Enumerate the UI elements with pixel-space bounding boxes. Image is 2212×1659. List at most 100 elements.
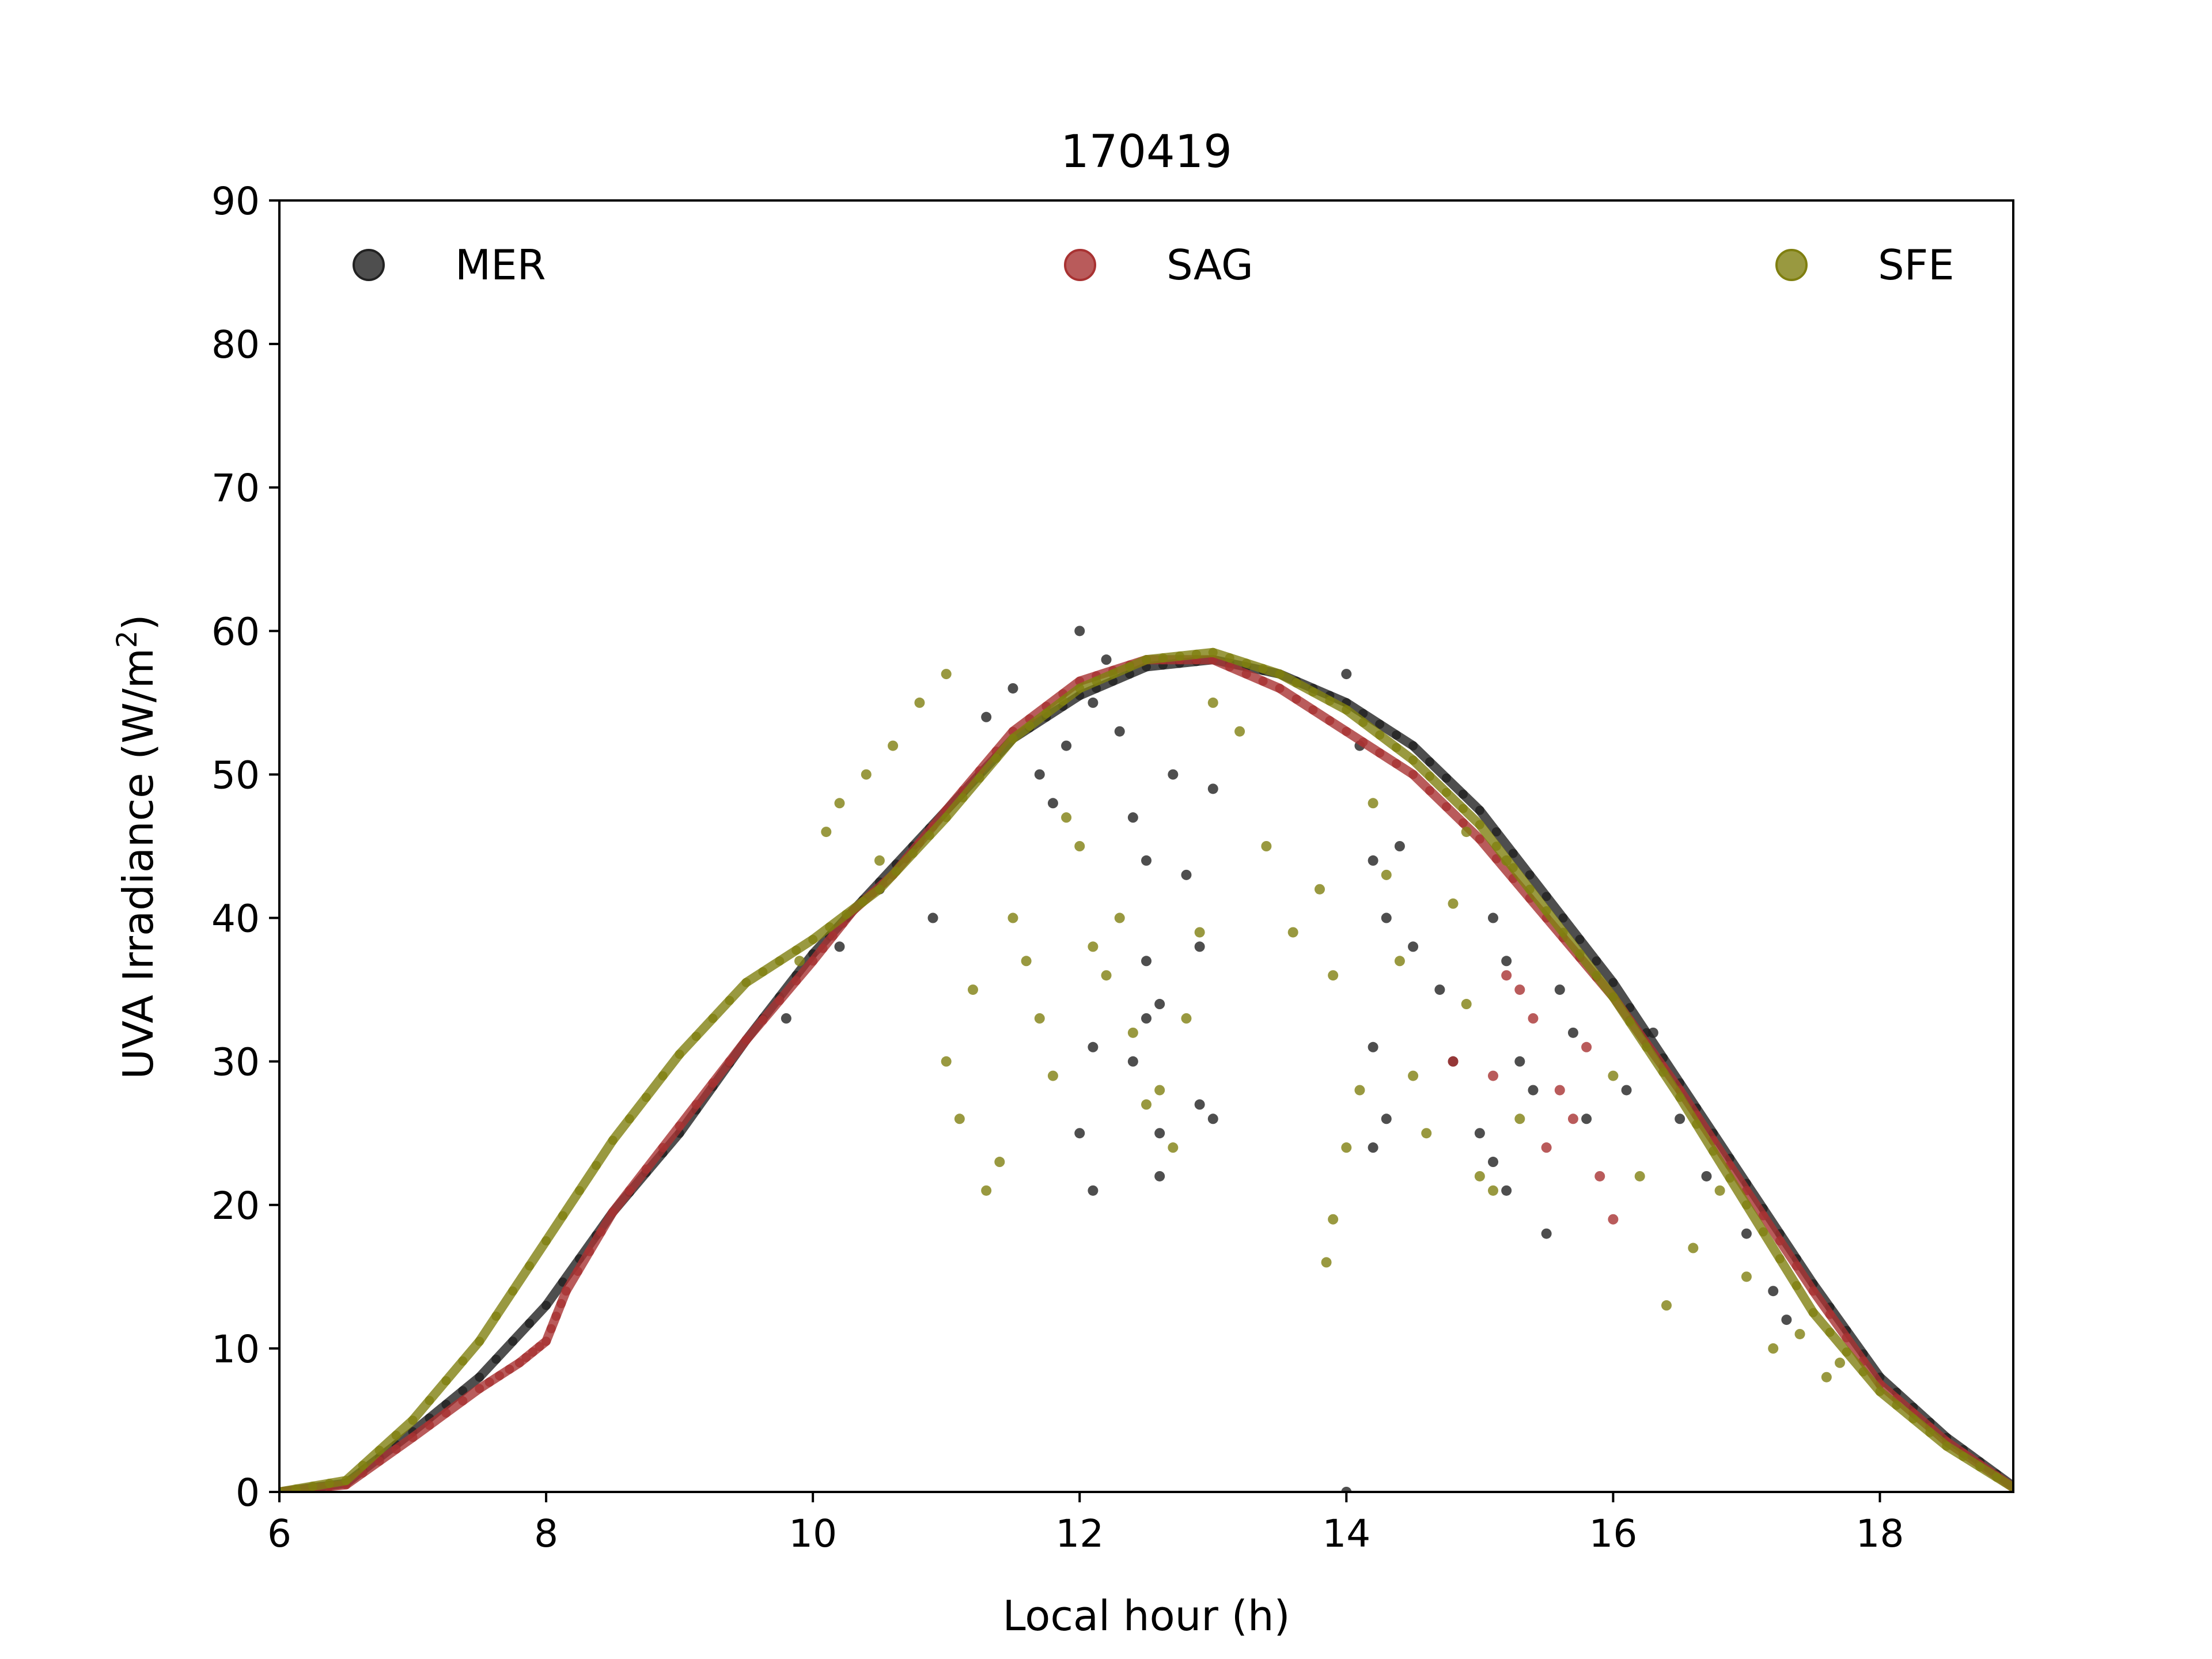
series-sag-point [708, 1078, 718, 1088]
series-sfe-point [821, 827, 832, 838]
series-sfe-point [1875, 1387, 1885, 1396]
series-sag-point [551, 1311, 561, 1321]
series-sfe-point [308, 1482, 317, 1491]
series-sfe-point [458, 1356, 468, 1366]
series-sfe-point [1154, 1085, 1165, 1096]
series-mer-point [1434, 984, 1445, 995]
series-mer-point [1508, 849, 1518, 858]
series-sag-point [641, 1164, 651, 1174]
series-sfe-point [1892, 1400, 1902, 1410]
series-sfe-point [1074, 841, 1085, 851]
series-sfe-point [874, 884, 884, 894]
series-sfe-point [941, 1056, 952, 1067]
series-sfe-point [541, 1236, 551, 1246]
series-mer-point [927, 912, 938, 923]
series-mer-point [491, 1354, 501, 1364]
series-sfe-point [391, 1430, 401, 1440]
series-sag-point [1358, 737, 1368, 747]
series-mer-point [1181, 869, 1192, 880]
series-sag-point [675, 1121, 684, 1131]
series-sfe-point [1041, 709, 1051, 718]
series-mer-point [1525, 870, 1535, 880]
series-sag-point [1342, 726, 1351, 736]
series-sag-point [1808, 1286, 1818, 1296]
series-mer-point [1781, 1315, 1792, 1325]
series-sfe-point [1488, 1185, 1498, 1196]
y-tick-label: 50 [211, 753, 260, 797]
series-sag-point [1275, 683, 1285, 693]
series-sfe-point [1141, 1099, 1152, 1110]
plot-frame [278, 199, 2014, 1493]
y-axis-label: UVA Irradiance (W/m2) [111, 614, 162, 1079]
series-sfe-point [1592, 971, 1601, 980]
series-sag-point [1608, 1214, 1619, 1225]
series-sfe-point [1375, 730, 1385, 740]
series-mer-point [1141, 1013, 1152, 1024]
series-mer-point [1127, 812, 1138, 823]
series-mer-point [1141, 956, 1152, 967]
series-sfe-point [975, 773, 984, 783]
series-sfe-point [624, 1114, 634, 1124]
series-sfe-point [408, 1415, 418, 1425]
x-tick-label: 18 [1855, 1512, 1904, 1556]
series-mer-point [1581, 1113, 1592, 1124]
series-mer-point [1381, 1113, 1392, 1124]
series-sag-point [1441, 802, 1451, 812]
series-sfe-point [1261, 841, 1272, 851]
series-sfe-point [1007, 912, 1018, 923]
series-sag-point [624, 1185, 634, 1195]
series-sfe-point [1458, 804, 1468, 813]
series-mer-point [1575, 934, 1585, 944]
series-sag-point [441, 1408, 451, 1418]
series-sag-point [1291, 694, 1301, 704]
x-axis: 6 8 10 12 14 16 18 [267, 1492, 1904, 1556]
series-sag-point [1375, 748, 1385, 758]
series-sfe-point [1908, 1414, 1918, 1423]
series-mer-point [1501, 956, 1512, 967]
series-sag-point [408, 1433, 418, 1442]
series-mer-point [1074, 626, 1085, 637]
series-sag-point [585, 1247, 594, 1256]
series-mer-point [1528, 1085, 1539, 1096]
series-sfe-point [1308, 687, 1318, 697]
series-mer-point [1491, 827, 1501, 837]
x-tick-label: 16 [1589, 1512, 1637, 1556]
series-sfe-point [1088, 941, 1099, 952]
series-sfe-point [1775, 1254, 1785, 1264]
y-tick-label: 80 [211, 323, 260, 367]
series-sag-point [1791, 1261, 1801, 1271]
series-sfe-point [1194, 927, 1205, 938]
series-mer-point [781, 1013, 791, 1024]
series-sag-point [1458, 818, 1468, 828]
series-sfe-point [291, 1484, 301, 1492]
series-sag-point [541, 1336, 551, 1346]
series-sfe-point [675, 1050, 684, 1059]
series-mer-point [1368, 1142, 1378, 1153]
series-sfe-point [1291, 678, 1301, 688]
series-sfe-point [1959, 1452, 1968, 1461]
series-sfe-point [1092, 676, 1101, 686]
series-mer-point [1061, 740, 1072, 751]
series-sfe-point [691, 1032, 701, 1041]
series-sfe-point [1821, 1372, 1832, 1382]
series-mer-point [1207, 1113, 1218, 1124]
series-sfe-point [1061, 812, 1072, 823]
series-sfe-point [658, 1071, 668, 1081]
series-sag-point [475, 1384, 484, 1393]
series-sag-point [608, 1207, 618, 1217]
series-sfe-point [1525, 884, 1535, 894]
series-sfe-point [725, 995, 734, 1005]
series-sag-point [1475, 834, 1484, 844]
series-sfe-point [1758, 1227, 1768, 1237]
series-sfe-point [1175, 651, 1184, 661]
series-sfe-point [1234, 726, 1245, 737]
series-mer-point [1408, 741, 1418, 751]
y-tick-label: 70 [211, 466, 260, 510]
series-sag-point [658, 1143, 668, 1153]
series-container [279, 626, 2013, 1492]
x-tick-label: 12 [1055, 1512, 1104, 1556]
series-sfe-point [1661, 1300, 1672, 1311]
series-sfe-point [1108, 669, 1118, 679]
series-sfe-point [1692, 1119, 1702, 1129]
series-sfe-point [1325, 696, 1335, 706]
